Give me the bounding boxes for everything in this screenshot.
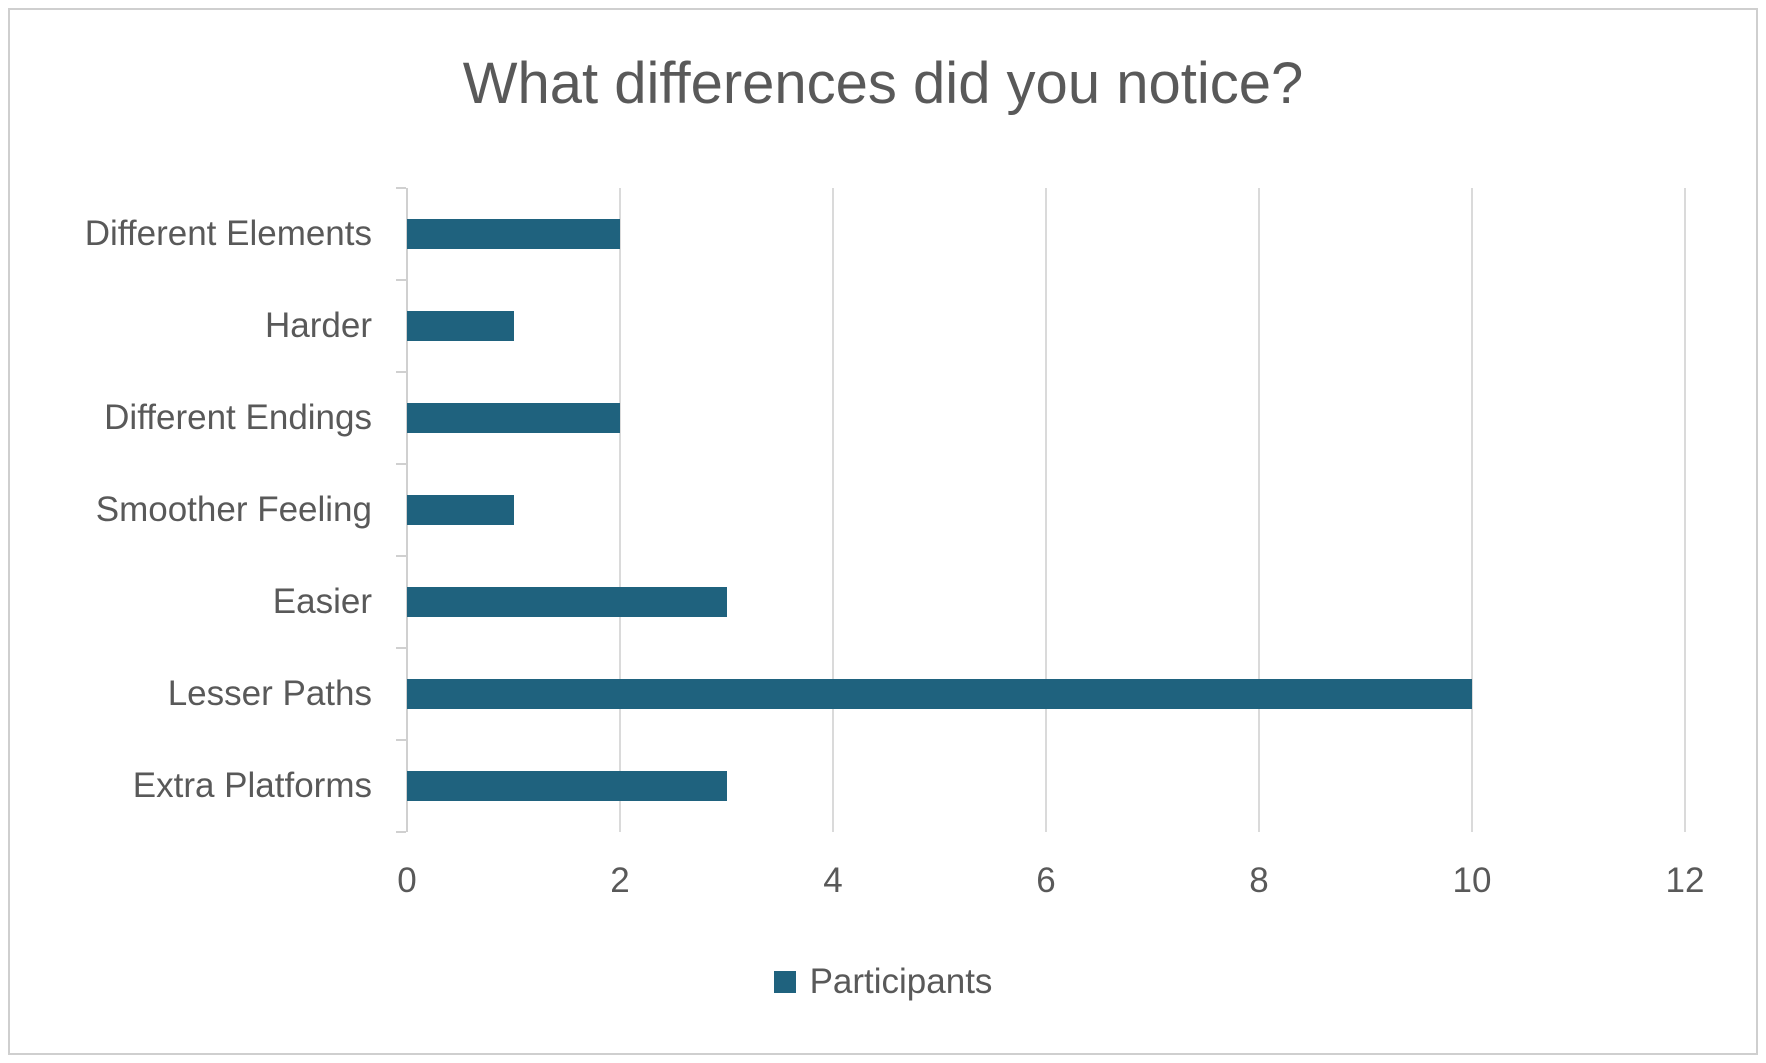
bar-smoother-feeling [407, 495, 514, 525]
category-label-easier: Easier [272, 582, 372, 621]
category-axis-tick [396, 371, 406, 373]
category-label-harder: Harder [265, 306, 372, 345]
category-label-extra-platforms: Extra Platforms [132, 766, 372, 805]
category-label-lesser-paths: Lesser Paths [167, 674, 372, 713]
gridline-x-4 [832, 188, 834, 832]
bar-row [407, 648, 1685, 740]
gridline-x-2 [619, 188, 621, 832]
category-axis-tick [396, 555, 406, 557]
x-tick-label-12: 12 [1665, 861, 1705, 900]
x-tick-label-8: 8 [1249, 861, 1269, 900]
bar-row [407, 740, 1685, 832]
chart-title: What differences did you notice? [462, 51, 1304, 116]
bar-row [407, 464, 1685, 556]
gridline-x-8 [1258, 188, 1260, 832]
bar-row [407, 372, 1685, 464]
category-label-different-elements: Different Elements [84, 214, 372, 253]
gridline-x-12 [1684, 188, 1686, 832]
category-label-different-endings: Different Endings [104, 398, 372, 437]
x-tick-label-0: 0 [397, 861, 417, 900]
bar-row [407, 280, 1685, 372]
x-tick-label-2: 2 [610, 861, 630, 900]
x-tick-label-10: 10 [1452, 861, 1492, 900]
value-axis-labels: 0 2 4 6 8 10 12 [397, 860, 1704, 902]
legend: Participants [0, 958, 1766, 1006]
category-axis-tick [396, 831, 406, 833]
bar-row [407, 556, 1685, 648]
legend-swatch-icon [773, 971, 796, 993]
chart-frame [8, 8, 1758, 1055]
bar-easier [407, 587, 727, 617]
category-axis-tick [396, 739, 406, 741]
x-tick-label-6: 6 [1036, 861, 1056, 900]
category-axis-tick [396, 463, 406, 465]
category-axis-labels: Different Elements Harder Different Ending… [20, 188, 372, 832]
bar-row [407, 188, 1685, 280]
bar-different-endings [407, 403, 620, 433]
category-label-smoother-feeling: Smoother Feeling [95, 490, 372, 529]
category-axis-tick [396, 187, 406, 189]
plot-area [396, 187, 1686, 833]
gridline-x-10 [1471, 188, 1473, 832]
legend-series-label: Participants [809, 962, 993, 1001]
bar-harder [407, 311, 514, 341]
bar-different-elements [407, 219, 620, 249]
x-tick-label-4: 4 [823, 861, 843, 900]
bar-lesser-paths [407, 679, 1472, 709]
category-axis-tick [396, 647, 406, 649]
gridline-x-6 [1045, 188, 1047, 832]
bar-extra-platforms [407, 771, 727, 801]
category-axis-tick [396, 279, 406, 281]
